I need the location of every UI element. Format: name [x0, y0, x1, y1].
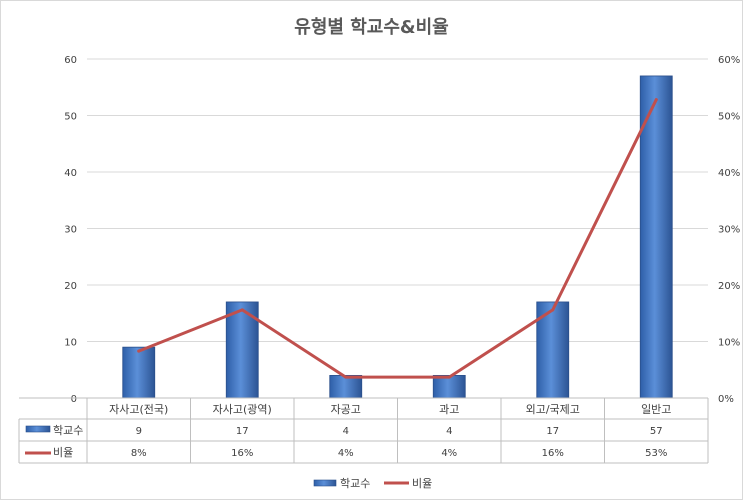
table-row-label: 학교수	[53, 424, 83, 437]
chart-title: 유형별 학교수&비율	[294, 17, 449, 38]
y-left-tick-label: 0	[71, 394, 77, 405]
table-cell: 4%	[338, 448, 354, 459]
table-cell: 17	[236, 426, 249, 437]
y-right-tick-label: 0%	[718, 394, 734, 405]
y-left-tick-label: 10	[64, 338, 77, 349]
table-cell: 16%	[542, 448, 564, 459]
category-label: 과고	[439, 403, 459, 416]
category-label: 자사고(광역)	[213, 403, 272, 416]
y-left-tick-label: 50	[64, 112, 77, 123]
line-point	[240, 308, 244, 312]
table-cell: 4	[446, 426, 452, 437]
y-left-tick-label: 60	[64, 55, 77, 66]
bar	[122, 346, 156, 399]
y-left-tick-label: 20	[64, 281, 77, 292]
legend-label: 학교수	[340, 477, 370, 490]
line-series	[137, 98, 658, 379]
line-point	[344, 375, 348, 379]
table-cell: 4%	[441, 448, 457, 459]
line-point	[654, 98, 658, 102]
line-point	[447, 375, 451, 379]
y-right-tick-label: 50%	[718, 112, 740, 123]
bar	[639, 75, 673, 399]
category-label: 자공고	[331, 403, 361, 416]
legend-label: 비율	[412, 477, 432, 490]
legend-key-bar	[313, 479, 337, 487]
bar	[432, 374, 466, 399]
bar	[329, 374, 363, 399]
y-left-tick-label: 30	[64, 225, 77, 236]
line-point	[137, 349, 141, 353]
line-point	[551, 308, 555, 312]
y-right-tick-label: 30%	[718, 225, 740, 236]
table-cell: 9	[136, 426, 142, 437]
y-right-tick-label: 40%	[718, 168, 740, 179]
y-right-tick-label: 60%	[718, 55, 740, 66]
y-right-tick-label: 10%	[718, 338, 740, 349]
y-right-tick-label: 20%	[718, 281, 740, 292]
table-cell: 17	[546, 426, 559, 437]
table-cell: 16%	[231, 448, 253, 459]
y-left-tick-label: 40	[64, 168, 77, 179]
category-label: 자사고(전국)	[109, 403, 168, 416]
table-cell: 53%	[645, 448, 667, 459]
table-row-label: 비율	[53, 446, 73, 459]
table-cell: 57	[650, 426, 663, 437]
table-cell: 4	[343, 426, 349, 437]
table-cell: 8%	[131, 448, 147, 459]
category-label: 일반고	[641, 402, 671, 416]
category-label: 외고/국제고	[526, 403, 580, 416]
table-key-bar	[25, 425, 51, 433]
